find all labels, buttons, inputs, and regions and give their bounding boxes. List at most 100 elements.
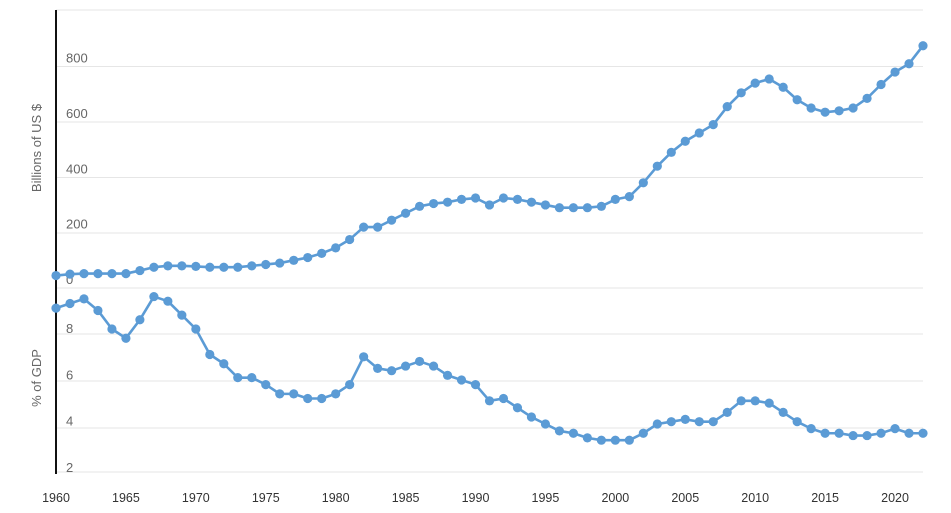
gdp-share-point-2015[interactable] [820,428,830,438]
gdp-share-point-1969[interactable] [177,310,187,320]
spending-point-2020[interactable] [890,67,900,77]
spending-point-1990[interactable] [470,193,481,203]
gdp-share-point-2009[interactable] [736,396,746,406]
gdp-share-point-1992[interactable] [498,393,509,404]
gdp-share-point-1973[interactable] [233,373,243,383]
spending-point-1992[interactable] [498,193,509,203]
gdp-share-point-1979[interactable] [317,393,327,404]
gdp-share-point-2020[interactable] [890,424,900,434]
spending-point-1966[interactable] [135,265,145,276]
gdp-share-point-2002[interactable] [638,428,648,438]
gdp-share-point-1967[interactable] [149,291,159,302]
spending-point-2018[interactable] [862,93,872,103]
spending-point-2012[interactable] [778,82,788,92]
spending-point-1968[interactable] [163,261,173,271]
gdp-share-point-1977[interactable] [289,389,299,399]
gdp-share-point-2004[interactable] [666,417,676,427]
gdp-share-point-1972[interactable] [219,359,229,369]
spending-point-1960[interactable] [51,270,61,281]
gdp-share-point-2021[interactable] [904,428,914,438]
gdp-share-point-1987[interactable] [428,361,439,371]
gdp-share-point-1990[interactable] [470,380,481,390]
spending-point-1970[interactable] [191,261,201,271]
gdp-share-point-1971[interactable] [205,349,215,360]
gdp-share-point-1997[interactable] [568,428,579,438]
spending-point-1977[interactable] [289,255,299,265]
gdp-share-point-1993[interactable] [512,403,523,413]
spending-point-2015[interactable] [820,107,830,117]
gdp-share-point-1985[interactable] [401,361,411,371]
spending-point-1972[interactable] [219,262,229,272]
gdp-share-point-1988[interactable] [442,370,453,380]
gdp-share-point-1984[interactable] [387,366,397,376]
gdp-share-point-1996[interactable] [554,426,565,436]
spending-point-2008[interactable] [722,102,732,112]
gdp-share-point-1982[interactable] [359,352,369,362]
gdp-share-point-1986[interactable] [414,356,425,367]
spending-point-1976[interactable] [275,258,285,268]
spending-point-1984[interactable] [387,215,397,225]
gdp-share-point-1961[interactable] [65,298,75,309]
gdp-share-point-1989[interactable] [456,375,467,385]
gdp-share-point-1968[interactable] [163,296,173,306]
gdp-share-point-1975[interactable] [261,380,271,390]
gdp-share-point-2001[interactable] [624,435,634,445]
spending-point-1999[interactable] [596,201,606,211]
spending-point-1973[interactable] [233,262,243,272]
spending-point-1994[interactable] [526,197,537,207]
gdp-share-point-2003[interactable] [652,419,662,429]
spending-point-1997[interactable] [568,203,579,213]
gdp-share-point-1970[interactable] [191,324,201,334]
gdp-share-point-2005[interactable] [680,414,690,424]
spending-point-2016[interactable] [834,106,844,116]
spending-point-1975[interactable] [261,259,271,270]
gdp-share-point-1978[interactable] [303,393,313,404]
gdp-share-point-2017[interactable] [848,430,858,441]
spending-point-2003[interactable] [652,161,662,171]
spending-point-1971[interactable] [205,262,215,272]
gdp-share-point-1966[interactable] [135,315,145,325]
gdp-share-point-2011[interactable] [764,398,774,408]
spending-point-2010[interactable] [750,78,760,88]
spending-point-1978[interactable] [303,252,313,263]
spending-point-2011[interactable] [764,74,774,84]
spending-point-2004[interactable] [666,147,676,157]
spending-point-2006[interactable] [694,128,704,138]
spending-point-1979[interactable] [317,248,327,258]
spending-point-2005[interactable] [680,136,690,146]
gdp-share-point-1965[interactable] [121,333,131,343]
gdp-share-point-2016[interactable] [834,428,844,438]
gdp-share-point-1974[interactable] [247,373,257,383]
spending-point-1985[interactable] [401,208,411,218]
spending-point-1974[interactable] [247,261,257,271]
spending-point-1964[interactable] [107,269,117,279]
gdp-share-point-2012[interactable] [778,407,788,417]
spending-point-2021[interactable] [904,59,914,69]
gdp-share-point-1999[interactable] [596,435,606,445]
spending-point-1996[interactable] [554,203,565,213]
spending-point-2022[interactable] [918,41,928,51]
gdp-share-point-2019[interactable] [876,428,886,438]
spending-point-2007[interactable] [708,120,718,130]
gdp-share-point-2000[interactable] [610,435,620,445]
spending-point-1986[interactable] [414,201,425,211]
spending-point-2019[interactable] [876,79,886,90]
gdp-share-point-2013[interactable] [792,417,802,427]
gdp-share-point-1964[interactable] [107,324,117,334]
spending-point-2001[interactable] [624,192,634,202]
spending-point-2017[interactable] [848,103,858,113]
gdp-share-point-1994[interactable] [526,412,537,422]
gdp-share-point-2010[interactable] [750,396,760,406]
gdp-share-point-1983[interactable] [373,363,383,373]
gdp-share-point-1960[interactable] [51,303,61,313]
spending-point-2009[interactable] [736,88,746,98]
spending-point-1989[interactable] [456,194,467,204]
gdp-share-point-1980[interactable] [331,389,341,399]
spending-point-1995[interactable] [540,200,551,210]
gdp-share-point-2022[interactable] [918,428,928,438]
spending-point-1983[interactable] [373,222,383,232]
spending-point-1988[interactable] [442,197,453,207]
gdp-share-point-2006[interactable] [694,417,704,427]
gdp-share-point-1963[interactable] [93,305,103,316]
gdp-share-point-1981[interactable] [345,380,355,390]
